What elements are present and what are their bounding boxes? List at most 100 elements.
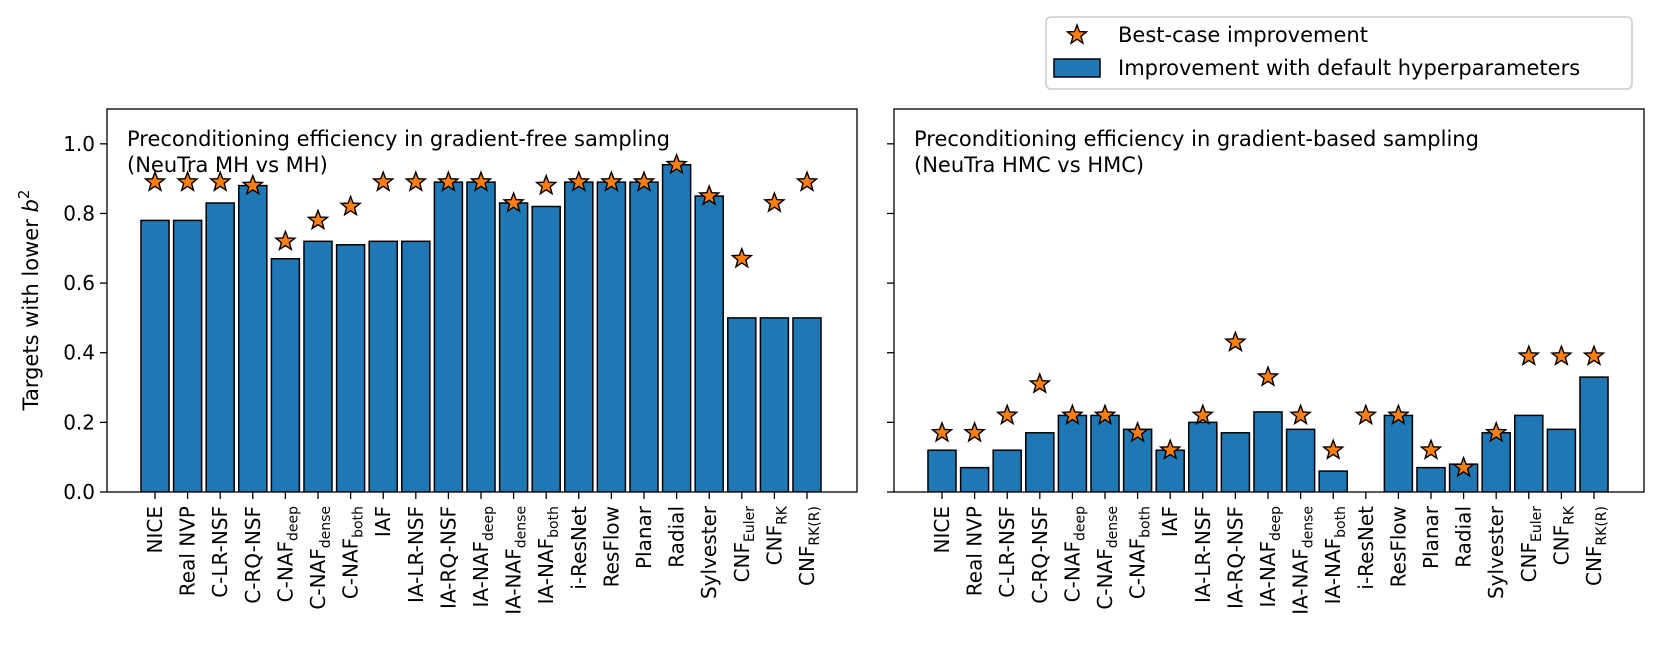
best-case-star [1256,365,1280,387]
bar [172,219,203,492]
x-tick-label: i-ResNet [567,506,591,590]
x-tick-label: C-LR-NSF [208,506,232,598]
bar [564,181,594,492]
best-case-star [1093,403,1117,426]
bar [1579,376,1609,492]
x-tick-label: IA-RQ-NSF [1223,506,1247,609]
x-tick-label: ResFlow [1386,506,1410,587]
left-y-axis: 0.0 0.2 0.4 0.6 0.8 1.0 [63,132,107,504]
best-case-star [665,152,689,175]
x-tick-label: C-NAFboth [1126,506,1154,599]
x-tick-label: C-RQ-NSF [241,506,265,604]
bar [1122,428,1153,492]
x-tick-label: Real NVP [176,506,200,596]
y-axis-label: Targets with lower b2 [15,190,43,412]
best-case-star [1060,403,1084,426]
best-case-star [1549,344,1573,366]
best-case-star [241,173,265,196]
x-tick-label: CNFEuler [1517,506,1545,583]
bar [727,317,757,492]
bar [1318,470,1348,492]
best-case-star [1452,455,1476,478]
left-plot-frame [106,108,858,493]
best-case-star [762,191,786,213]
y-tick-label: 0.0 [63,480,95,504]
x-tick-label: Planar [1419,505,1443,569]
right-x-axis: NICE Real NVP C-LR-NSF C-RQ-NSF C-NAFdeepC-N… [930,492,1610,615]
x-tick-label: CNFEuler [730,506,758,583]
legend-star-marker [1065,23,1089,45]
best-case-star [1158,438,1182,460]
bar [270,257,301,492]
bar [238,184,268,492]
best-case-star [1191,403,1215,426]
best-case-star [1126,420,1150,443]
legend-frame [1045,16,1633,90]
best-case-star [995,403,1019,426]
x-tick-label: IA-NAFdeep [1256,506,1284,608]
y-tick-label: 0.6 [63,271,95,295]
x-tick-label: IA-NAFdense [502,506,530,615]
bar [1416,466,1446,492]
best-case-star [306,208,330,231]
bar [959,466,990,492]
x-tick-label: IA-NAFboth [534,506,562,604]
best-case-star [730,246,754,269]
bar [1025,432,1055,492]
best-case-star [469,170,493,192]
x-tick-label: Sylvester [1484,505,1508,599]
right-y-axis [887,143,894,493]
bar [694,195,724,492]
x-tick-label: CNFRK(R) [1582,506,1610,586]
left-stars [143,152,819,269]
x-tick-label: NICE [143,506,167,553]
bar [1546,428,1577,492]
left-x-axis: NICE Real NVP C-LR-NSF C-RQ-NSF C-NAFdeepC-N… [143,492,823,615]
legend-best-label: Best-case improvement [1118,23,1368,47]
left-chart-title-line2: (NeuTra MH vs MH) [127,153,328,177]
x-tick-label: IAF [371,506,395,537]
bar [401,240,431,492]
best-case-star [208,170,232,192]
best-case-star [534,173,558,196]
right-plot-frame [893,108,1645,493]
best-case-star [567,170,591,192]
bar [661,163,692,492]
bar [1285,428,1316,492]
best-case-star [1223,330,1247,352]
bar [466,181,496,492]
x-tick-label: i-ResNet [1354,506,1378,590]
x-tick-label: C-NAFdense [1093,506,1121,610]
x-tick-label: Sylvester [697,505,721,599]
best-case-star [599,170,623,192]
bar [498,202,529,492]
bar [1155,449,1185,492]
legend-star-shape [1065,23,1089,45]
x-tick-label: Radial [1452,506,1476,568]
legend-bar-swatch [1053,58,1101,78]
bar [759,317,790,492]
bar [1253,411,1283,492]
bar [1057,414,1088,492]
bar [1220,432,1251,492]
bar [140,219,170,492]
x-tick-label: ResFlow [599,506,623,587]
legend: Best-case improvement Improvement with d… [1045,16,1633,90]
y-tick-label: 1.0 [63,132,95,156]
bar [992,449,1022,492]
best-case-star [795,170,819,192]
best-case-star [404,170,428,192]
x-tick-label: IA-NAFdeep [469,506,497,608]
best-case-star [176,170,200,192]
x-tick-label: Real NVP [963,506,987,596]
x-tick-label: C-NAFdeep [1060,506,1088,602]
bar [927,449,957,492]
best-case-star [1321,438,1345,460]
x-tick-label: C-LR-NSF [995,506,1019,598]
right-panel: NICE Real NVP C-LR-NSF C-RQ-NSF C-NAFdeepC-N… [887,108,1645,615]
best-case-star [1354,403,1378,426]
best-case-star [273,229,297,252]
x-tick-label: IA-NAFdense [1289,506,1317,615]
best-case-star [697,184,721,206]
